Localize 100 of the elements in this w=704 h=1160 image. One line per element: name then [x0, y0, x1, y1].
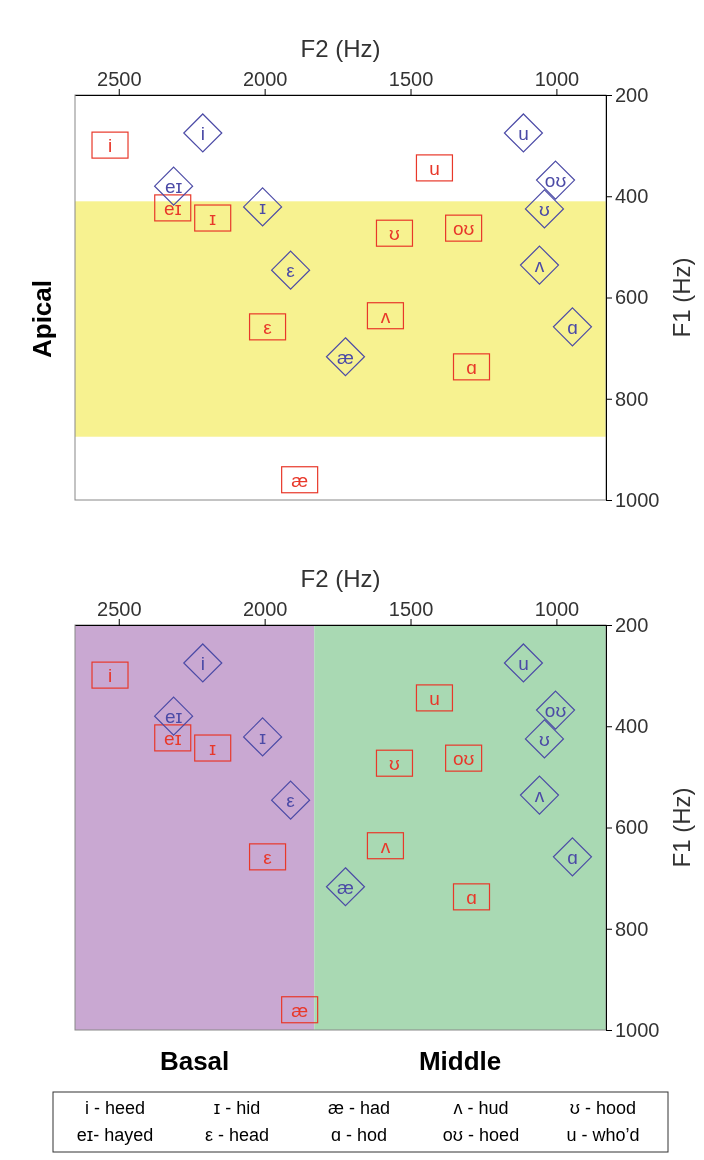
point [91, 131, 129, 159]
point [243, 717, 283, 757]
band-label: Apical [27, 280, 57, 359]
point [194, 204, 232, 232]
y-tick-label: 600 [615, 286, 649, 309]
point [366, 302, 405, 330]
data-label: u [429, 157, 440, 179]
point [91, 661, 129, 689]
data-label: ɑ [466, 886, 477, 908]
point [415, 154, 454, 182]
point [248, 313, 287, 341]
text: eɪ- hayed [76, 1125, 154, 1145]
data-label: ʊ [539, 198, 550, 220]
text: oʊ - hoed [442, 1125, 520, 1145]
text: ʌ - hud [453, 1098, 509, 1118]
text: ʊ - hood [569, 1098, 637, 1118]
x-tick-label: 2500 [97, 68, 142, 90]
x-tick-label: 2500 [97, 598, 142, 620]
point [325, 867, 366, 907]
y-tick-label: 1000 [615, 1018, 660, 1041]
y-tick-label: 800 [615, 387, 649, 410]
data-label: ε [263, 846, 273, 868]
point [552, 307, 593, 347]
data-label: ɑ [567, 316, 578, 338]
point [375, 219, 414, 247]
x-tick-label: 2000 [242, 68, 288, 90]
y-axis-title: F1 (Hz) [668, 787, 695, 868]
point [375, 749, 414, 777]
point [503, 643, 544, 683]
data-label: ʌ [534, 785, 545, 807]
x-axis-title: F2 (Hz) [300, 35, 381, 62]
data-label: ʊ [389, 753, 400, 775]
y-tick-label: 1000 [615, 488, 660, 511]
point [271, 250, 311, 290]
data-label: i [200, 652, 205, 674]
data-label: eɪ [164, 197, 182, 219]
point [519, 775, 560, 815]
data-label: oʊ [544, 700, 567, 722]
data-label: ɪ [259, 726, 267, 748]
point [415, 684, 454, 712]
data-label: eɪ [164, 706, 183, 728]
data-label: ɑ [567, 846, 578, 868]
data-label: oʊ [452, 748, 475, 770]
point [183, 113, 223, 153]
data-label: ɪ [259, 196, 267, 218]
data-label: ʊ [539, 728, 550, 750]
data-label: æ [337, 346, 355, 368]
data-label: ε [263, 316, 273, 338]
x-axis-title: F2 (Hz) [300, 565, 381, 592]
x-tick-label: 1500 [388, 598, 434, 620]
text: ɑ - hod [330, 1125, 388, 1145]
point [524, 719, 565, 759]
y-tick-label: 600 [615, 816, 649, 839]
data-label: ɑ [466, 356, 477, 378]
data-label: æ [291, 469, 309, 491]
data-label: oʊ [452, 218, 475, 240]
x-tick-label: 1000 [534, 598, 580, 620]
point [524, 189, 565, 229]
point [366, 832, 405, 860]
data-label: æ [291, 999, 309, 1021]
band-label: Basal [159, 1046, 230, 1076]
text: ɪ - hid [213, 1098, 261, 1118]
data-label: ε [286, 260, 296, 282]
y-tick-label: 400 [615, 715, 649, 738]
x-tick-label: 2000 [242, 598, 288, 620]
point [552, 837, 593, 877]
y-tick-label: 200 [615, 83, 649, 106]
x-tick-label: 1000 [534, 68, 580, 90]
data-label: ɪ [209, 208, 217, 230]
data-label: i [200, 122, 205, 144]
data-label: i [107, 665, 113, 687]
point [519, 245, 560, 285]
point [194, 734, 232, 762]
band-label: Middle [418, 1046, 502, 1076]
point [271, 780, 311, 820]
data-label: ε [286, 790, 296, 812]
text: ε - head [204, 1125, 270, 1145]
data-label: u [518, 122, 529, 144]
point [325, 337, 366, 377]
data-label: ʌ [534, 255, 545, 277]
text: i - heed [84, 1098, 146, 1118]
data-label: ʌ [380, 835, 391, 857]
y-tick-label: 800 [615, 917, 649, 940]
data-label: eɪ [164, 176, 183, 198]
data-label: ɪ [209, 738, 217, 760]
y-axis-title: F1 (Hz) [668, 257, 695, 338]
data-label: ʌ [380, 305, 391, 327]
y-tick-label: 200 [615, 613, 649, 636]
data-label: ʊ [389, 223, 400, 245]
data-label: i [107, 135, 113, 157]
data-label: oʊ [544, 170, 567, 192]
data-label: eɪ [164, 727, 182, 749]
text: u - who’d [566, 1125, 640, 1145]
data-label: u [518, 652, 529, 674]
point [452, 353, 491, 381]
text: æ - had [327, 1098, 391, 1118]
point [183, 643, 223, 683]
data-label: æ [337, 876, 355, 898]
point [452, 883, 491, 911]
point [243, 187, 283, 227]
